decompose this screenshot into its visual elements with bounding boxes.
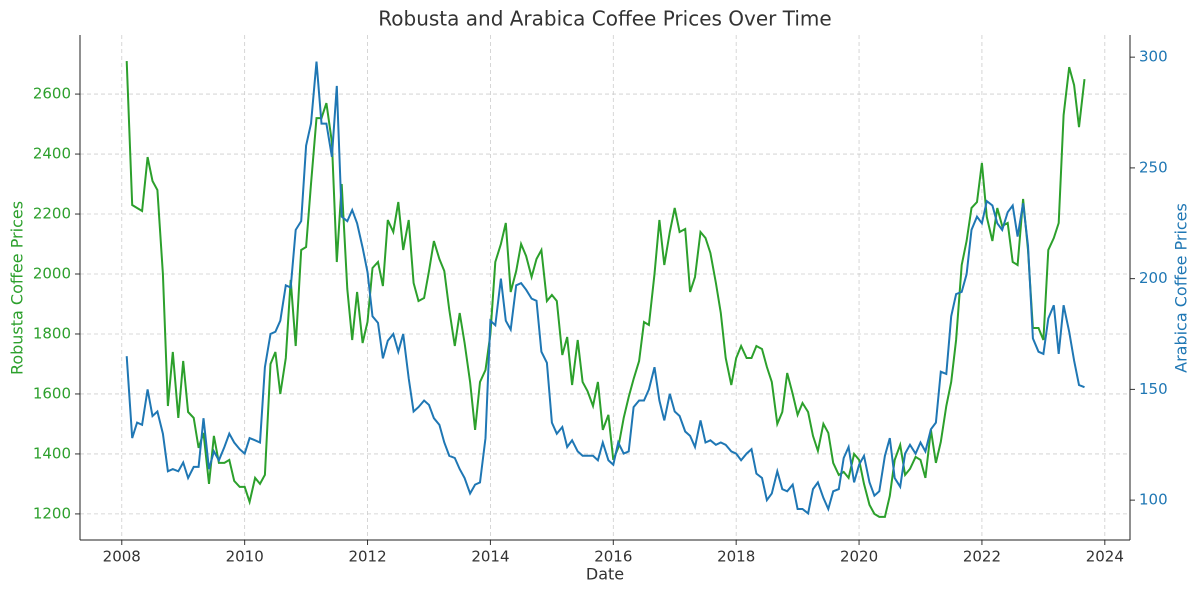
y-tick-label: 2200 (33, 205, 71, 223)
y-tick-label: 2000 (33, 265, 71, 283)
x-tick-label: 2020 (840, 548, 878, 566)
y2-tick-label: 100 (1139, 491, 1168, 509)
line-series (125, 61, 1085, 516)
x-tick-label: 2014 (471, 548, 509, 566)
x-tick-label: 2012 (348, 548, 386, 566)
chart-title: Robusta and Arabica Coffee Prices Over T… (378, 7, 831, 31)
x-tick-label: 2010 (226, 548, 264, 566)
y-tick-label: 1200 (33, 504, 71, 522)
x-tick-label: 2024 (1086, 548, 1124, 566)
y2-tick-label: 300 (1139, 48, 1168, 66)
x-tick-label: 2008 (103, 548, 141, 566)
y-tick-label: 1400 (33, 444, 71, 462)
y2-tick-label: 200 (1139, 269, 1168, 287)
x-tick-label: 2022 (963, 548, 1001, 566)
y2-tick-label: 150 (1139, 380, 1168, 398)
x-axis-label: Date (586, 565, 624, 584)
y-tick-label: 2400 (33, 145, 71, 163)
line-series (125, 61, 1086, 518)
y-tick-label: 2600 (33, 85, 71, 103)
x-tick-label: 2016 (594, 548, 632, 566)
y2-tick-label: 250 (1139, 158, 1168, 176)
y-tick-label: 1800 (33, 324, 71, 342)
x-tick-label: 2018 (717, 548, 755, 566)
y-tick-label: 1600 (33, 384, 71, 402)
y-axis-label: Robusta Coffee Prices (8, 201, 27, 375)
y2-axis-label: Arabica Coffee Prices (1172, 203, 1191, 373)
